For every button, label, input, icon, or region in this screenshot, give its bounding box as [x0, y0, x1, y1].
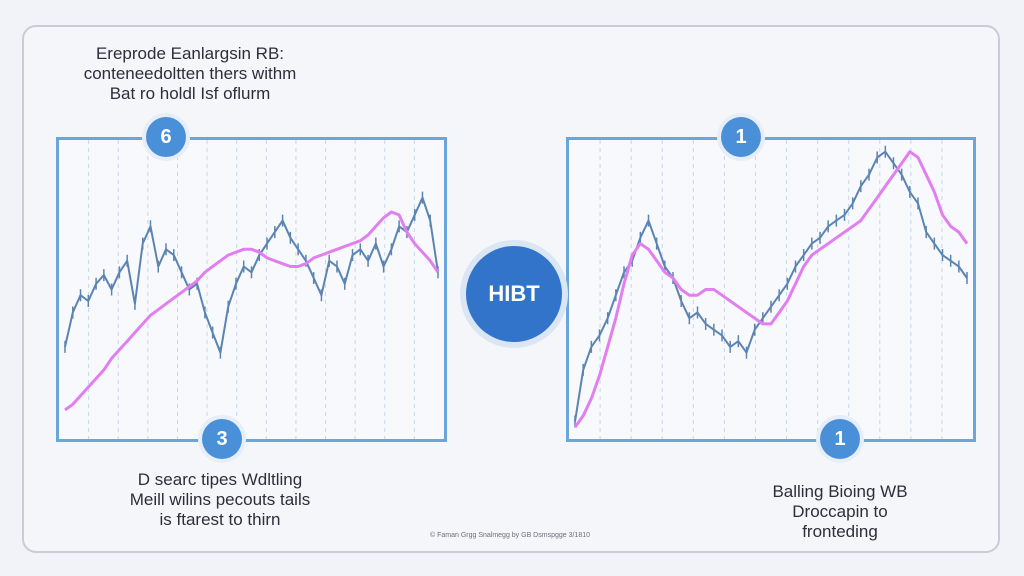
- caption-bottom-right: Balling Bioing WB Droccapin to frontedin…: [730, 482, 950, 542]
- trend-series-line: [573, 150, 969, 429]
- caption-line: is ftarest to thirn: [159, 510, 281, 529]
- caption-line: fronteding: [802, 522, 878, 541]
- caption-line: Ereprode Eanlargsin RB:: [95, 44, 285, 63]
- trend-series-line: [64, 210, 440, 412]
- step-badge-top-right: 1: [721, 117, 761, 157]
- caption-line: Balling Bioing WB: [772, 482, 908, 501]
- caption-line: Droccapin to: [792, 502, 888, 521]
- right-price-chart: [566, 137, 976, 442]
- caption-line: D searc tipes Wdltling: [137, 470, 303, 489]
- caption-line: Bat ro holdl Isf oflurm: [109, 84, 271, 103]
- caption-line: conteneedoltten thers withm: [83, 64, 297, 83]
- hibt-center-badge: HIBT: [466, 246, 562, 342]
- caption-line: Meill wilins pecouts tails: [129, 490, 311, 509]
- caption-top-left: Ereprode Eanlargsin RB: conteneedoltten …: [50, 44, 330, 104]
- step-badge-top-left: 6: [146, 117, 186, 157]
- left-chart-svg: [64, 140, 440, 439]
- caption-bottom-left: D searc tipes Wdltling Meill wilins peco…: [100, 470, 340, 530]
- step-badge-bottom-left: 3: [202, 419, 242, 459]
- right-chart-svg: [573, 140, 969, 439]
- step-badge-bottom-right: 1: [820, 419, 860, 459]
- left-price-chart: [56, 137, 447, 442]
- footer-credit: © Faman Grgg Snalmegg by GB Dsmspgge 3/1…: [429, 532, 590, 539]
- price-series-line: [574, 150, 968, 422]
